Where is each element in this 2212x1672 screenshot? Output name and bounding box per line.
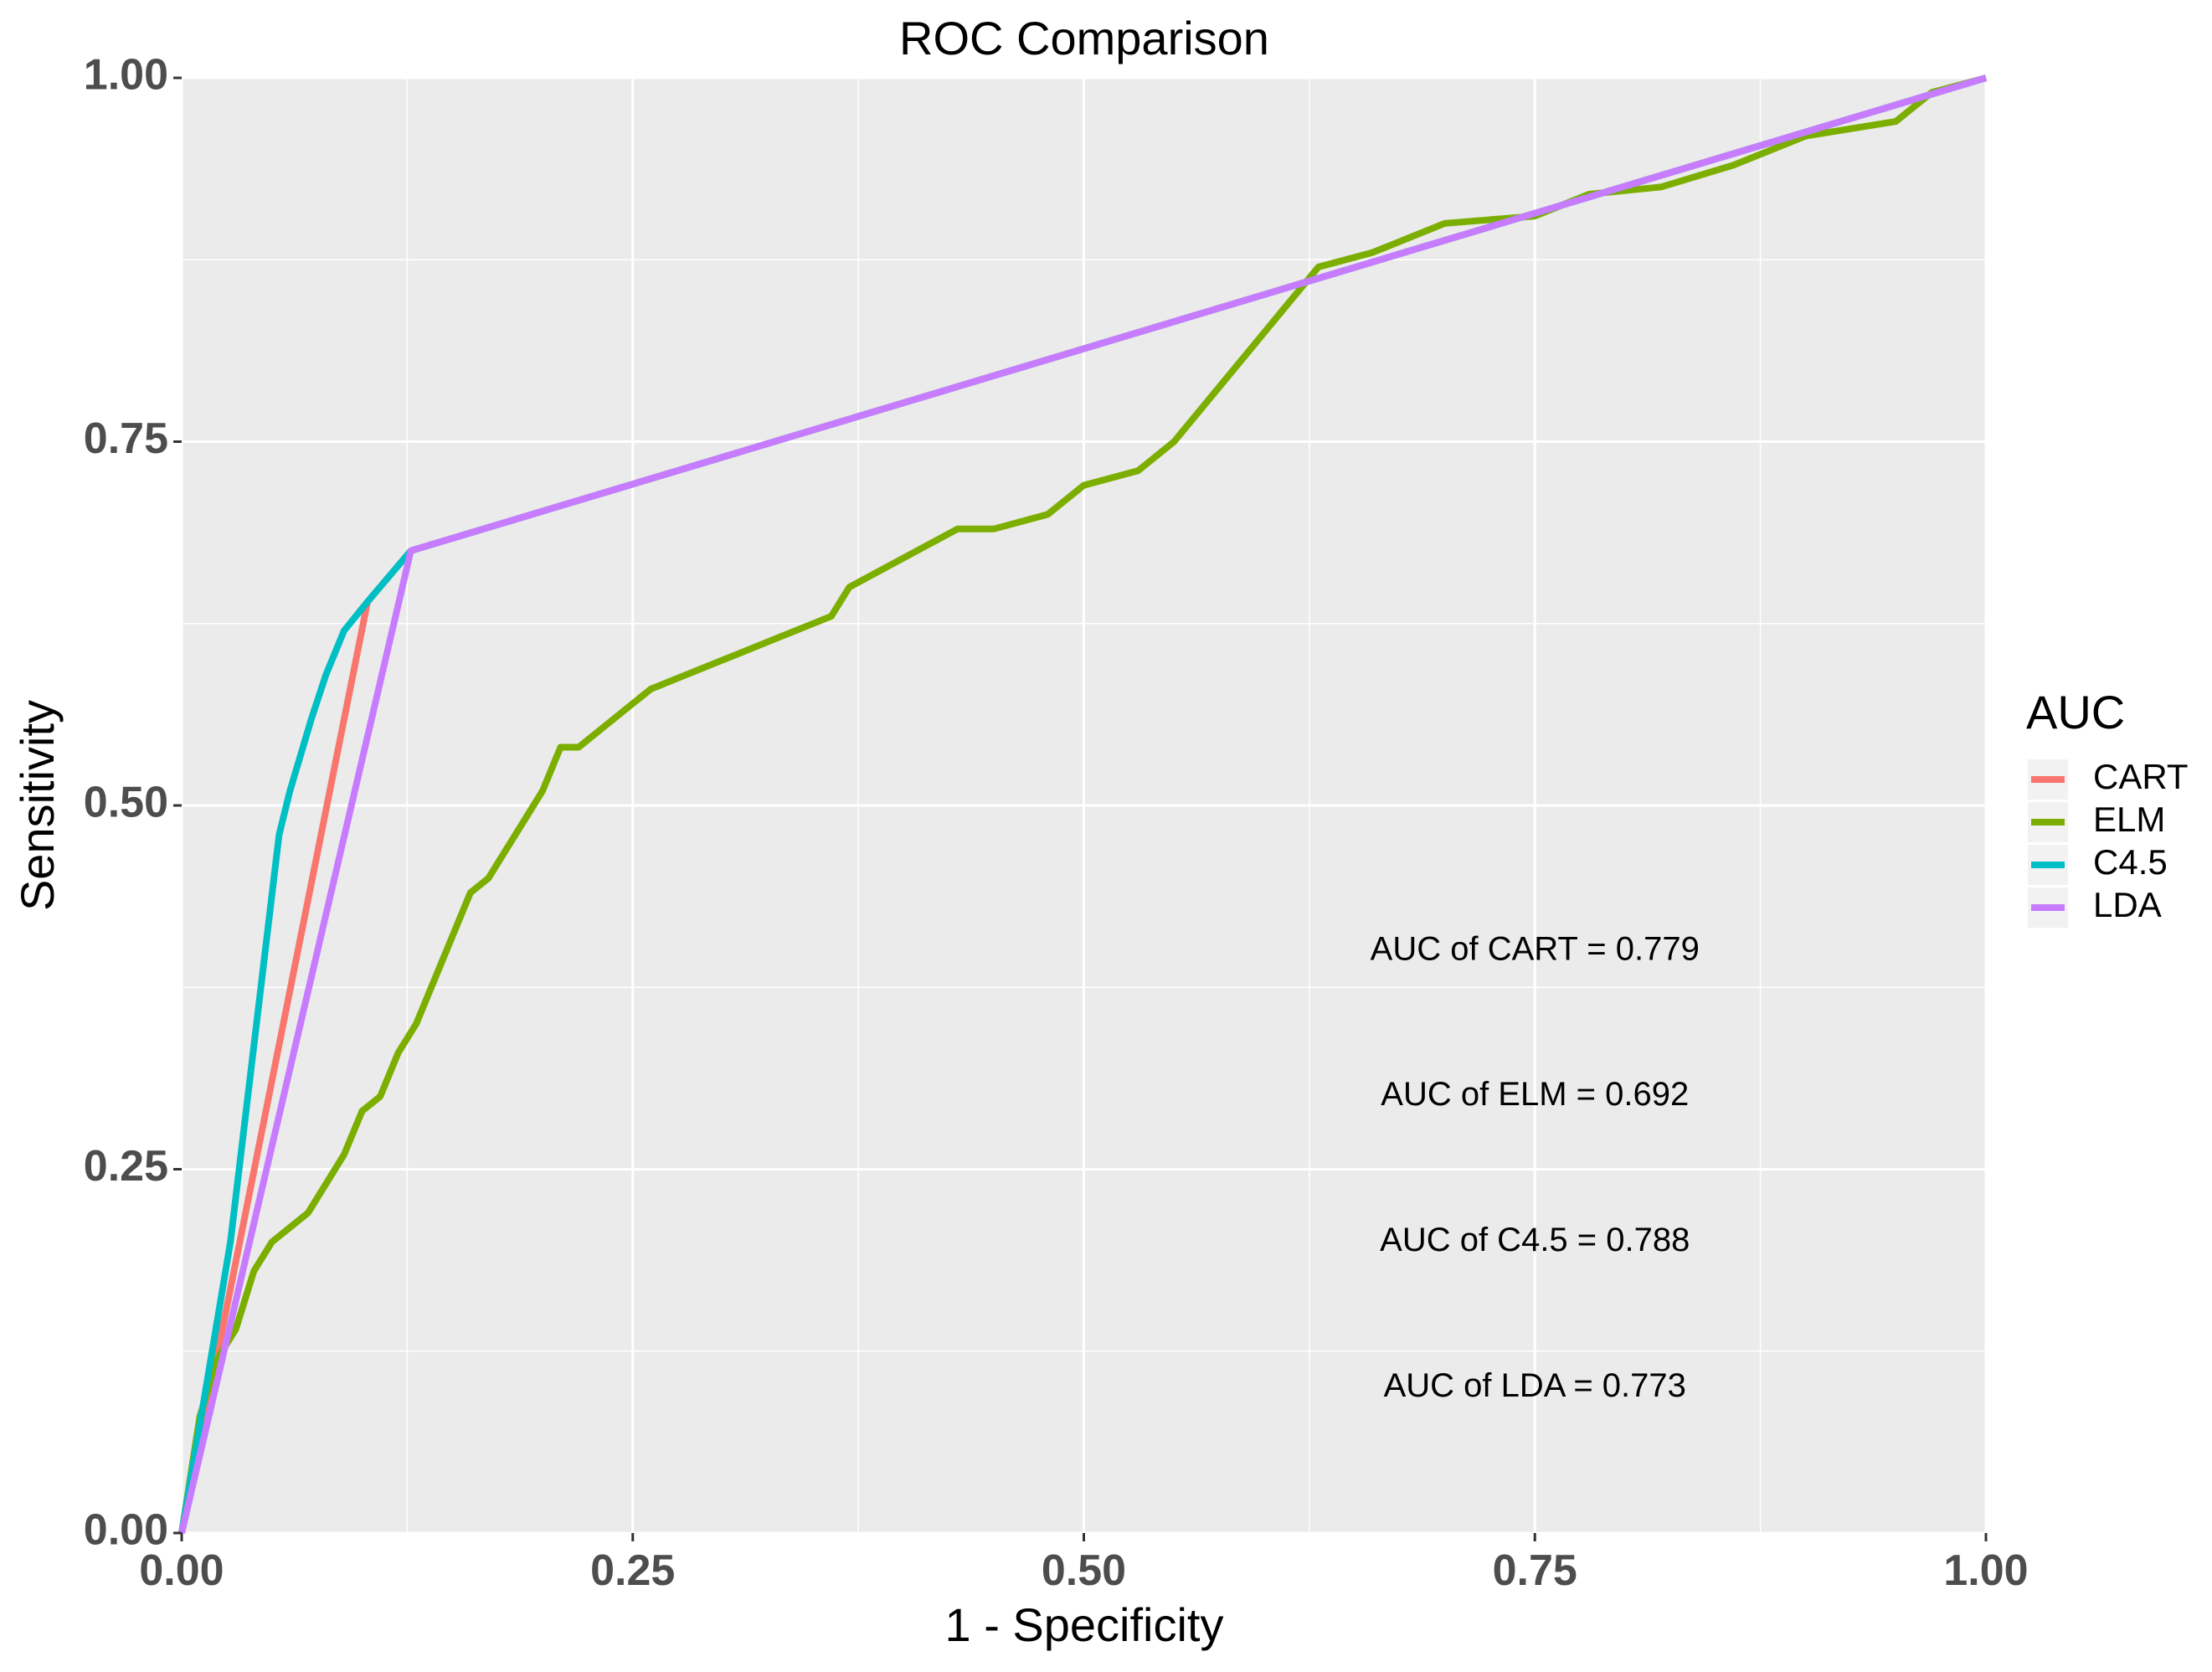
series-line-c4-5	[178, 75, 1988, 1534]
x-tick-label: 0.25	[590, 1546, 675, 1595]
legend-label: ELM	[2093, 800, 2165, 839]
y-axis-label: Sensitivity	[11, 700, 64, 911]
series-line-lda	[178, 75, 1988, 1534]
auc-annotation: AUC of LDA = 0.773	[1384, 1367, 1686, 1404]
y-tick-label: 0.75	[84, 414, 168, 463]
x-tick-label: 0.50	[1042, 1546, 1126, 1595]
x-axis-label: 1 - Specificity	[945, 1598, 1224, 1651]
y-tick-label: 0.25	[84, 1142, 168, 1191]
y-axis-ticks: 0.00 0.25 0.50 0.75 1.00	[84, 51, 182, 1555]
y-tick-label: 1.00	[84, 51, 168, 100]
y-tick-label: 0.00	[84, 1506, 168, 1555]
chart-title: ROC Comparison	[899, 12, 1269, 64]
legend-label: C4.5	[2093, 842, 2168, 882]
x-tick-label: 1.00	[1943, 1546, 2028, 1595]
series-line-elm	[178, 75, 1988, 1534]
auc-annotation: AUC of C4.5 = 0.788	[1380, 1222, 1690, 1258]
auc-annotation: AUC of CART = 0.779	[1371, 930, 1700, 967]
legend-label: LDA	[2093, 885, 2162, 924]
series-layer	[178, 75, 1988, 1534]
x-axis-ticks: 0.00 0.25 0.50 0.75 1.00	[139, 1533, 2029, 1595]
annotation-layer: AUC of CART = 0.779 AUC of ELM = 0.692 AUC…	[1371, 930, 1700, 1403]
legend-label: CART	[2093, 757, 2189, 796]
legend-title: AUC	[2026, 686, 2125, 738]
x-tick-label: 0.75	[1493, 1546, 1577, 1595]
auc-annotation: AUC of ELM = 0.692	[1381, 1076, 1689, 1113]
y-tick-label: 0.50	[84, 779, 168, 827]
x-tick-label: 0.00	[139, 1546, 224, 1595]
